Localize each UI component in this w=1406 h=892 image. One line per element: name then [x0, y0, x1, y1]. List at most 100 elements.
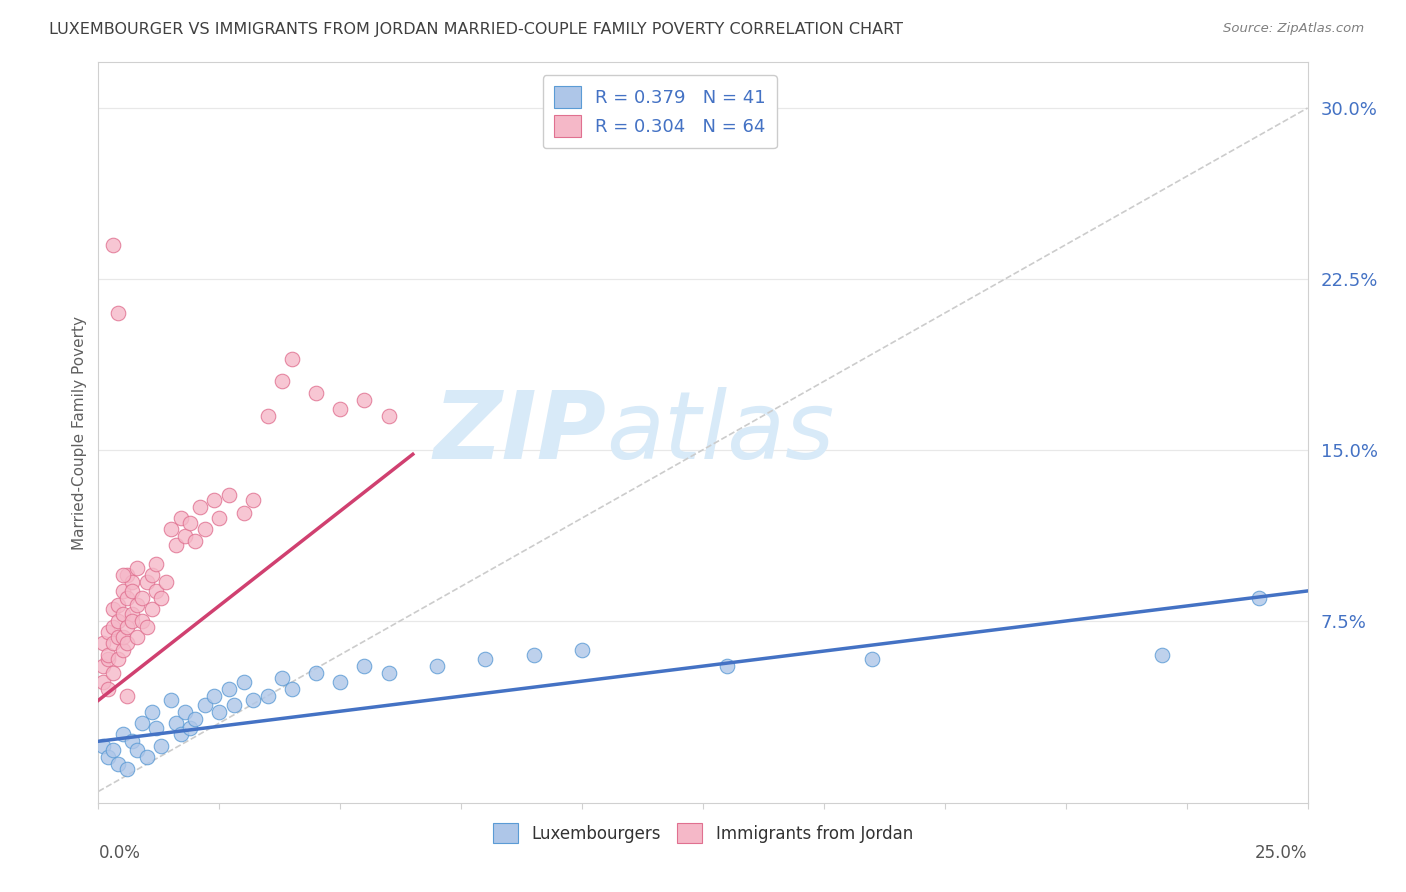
Point — [232, 675, 254, 690]
Point — [281, 681, 304, 696]
Point — [716, 659, 738, 673]
Point — [127, 598, 149, 612]
Point — [169, 727, 191, 741]
Point — [135, 574, 157, 589]
Point — [107, 598, 129, 612]
Legend: Luxembourgers, Immigrants from Jordan: Luxembourgers, Immigrants from Jordan — [486, 816, 920, 850]
Point — [571, 643, 593, 657]
Point — [860, 652, 883, 666]
Point — [426, 659, 449, 673]
Point — [111, 607, 134, 621]
Point — [121, 614, 143, 628]
Point — [117, 591, 139, 605]
Point — [256, 689, 278, 703]
Point — [218, 681, 240, 696]
Point — [184, 533, 207, 548]
Point — [121, 574, 143, 589]
Point — [107, 614, 129, 628]
Point — [174, 705, 197, 719]
Text: atlas: atlas — [606, 387, 835, 478]
Point — [107, 630, 129, 644]
Point — [377, 409, 399, 423]
Point — [97, 681, 120, 696]
Point — [111, 583, 134, 598]
Point — [97, 652, 120, 666]
Point — [135, 620, 157, 634]
Point — [97, 648, 120, 662]
Point — [305, 385, 328, 400]
Point — [271, 671, 294, 685]
Point — [111, 727, 134, 741]
Point — [101, 665, 124, 680]
Point — [188, 500, 211, 514]
Point — [145, 557, 167, 571]
Point — [101, 620, 124, 634]
Point — [117, 762, 139, 776]
Point — [121, 583, 143, 598]
Point — [305, 665, 328, 680]
Point — [127, 743, 149, 757]
Point — [91, 636, 114, 650]
Text: 0.0%: 0.0% — [98, 844, 141, 862]
Point — [204, 492, 226, 507]
Point — [91, 739, 114, 753]
Point — [91, 659, 114, 673]
Point — [141, 602, 163, 616]
Point — [523, 648, 546, 662]
Point — [218, 488, 240, 502]
Point — [208, 705, 231, 719]
Point — [353, 392, 375, 407]
Point — [160, 693, 183, 707]
Point — [107, 652, 129, 666]
Point — [150, 739, 173, 753]
Point — [121, 607, 143, 621]
Point — [111, 643, 134, 657]
Point — [101, 743, 124, 757]
Point — [117, 689, 139, 703]
Text: 25.0%: 25.0% — [1256, 844, 1308, 862]
Point — [1152, 648, 1174, 662]
Point — [117, 636, 139, 650]
Point — [101, 602, 124, 616]
Point — [145, 721, 167, 735]
Point — [131, 614, 153, 628]
Point — [127, 630, 149, 644]
Point — [107, 306, 129, 320]
Point — [101, 237, 124, 252]
Point — [329, 675, 352, 690]
Point — [141, 705, 163, 719]
Point — [165, 538, 187, 552]
Point — [121, 734, 143, 748]
Point — [256, 409, 278, 423]
Point — [150, 591, 173, 605]
Point — [145, 583, 167, 598]
Point — [329, 401, 352, 416]
Point — [179, 721, 201, 735]
Point — [474, 652, 496, 666]
Point — [281, 351, 304, 366]
Point — [117, 620, 139, 634]
Point — [242, 492, 264, 507]
Point — [127, 561, 149, 575]
Point — [194, 523, 217, 537]
Point — [222, 698, 245, 712]
Point — [97, 624, 120, 639]
Point — [1249, 591, 1271, 605]
Point — [165, 716, 187, 731]
Text: LUXEMBOURGER VS IMMIGRANTS FROM JORDAN MARRIED-COUPLE FAMILY POVERTY CORRELATION: LUXEMBOURGER VS IMMIGRANTS FROM JORDAN M… — [49, 22, 903, 37]
Point — [131, 716, 153, 731]
Point — [232, 507, 254, 521]
Point — [111, 630, 134, 644]
Text: Source: ZipAtlas.com: Source: ZipAtlas.com — [1223, 22, 1364, 36]
Point — [353, 659, 375, 673]
Point — [169, 511, 191, 525]
Point — [160, 523, 183, 537]
Point — [117, 568, 139, 582]
Point — [377, 665, 399, 680]
Point — [91, 675, 114, 690]
Point — [194, 698, 217, 712]
Point — [107, 757, 129, 772]
Point — [135, 750, 157, 764]
Point — [208, 511, 231, 525]
Point — [242, 693, 264, 707]
